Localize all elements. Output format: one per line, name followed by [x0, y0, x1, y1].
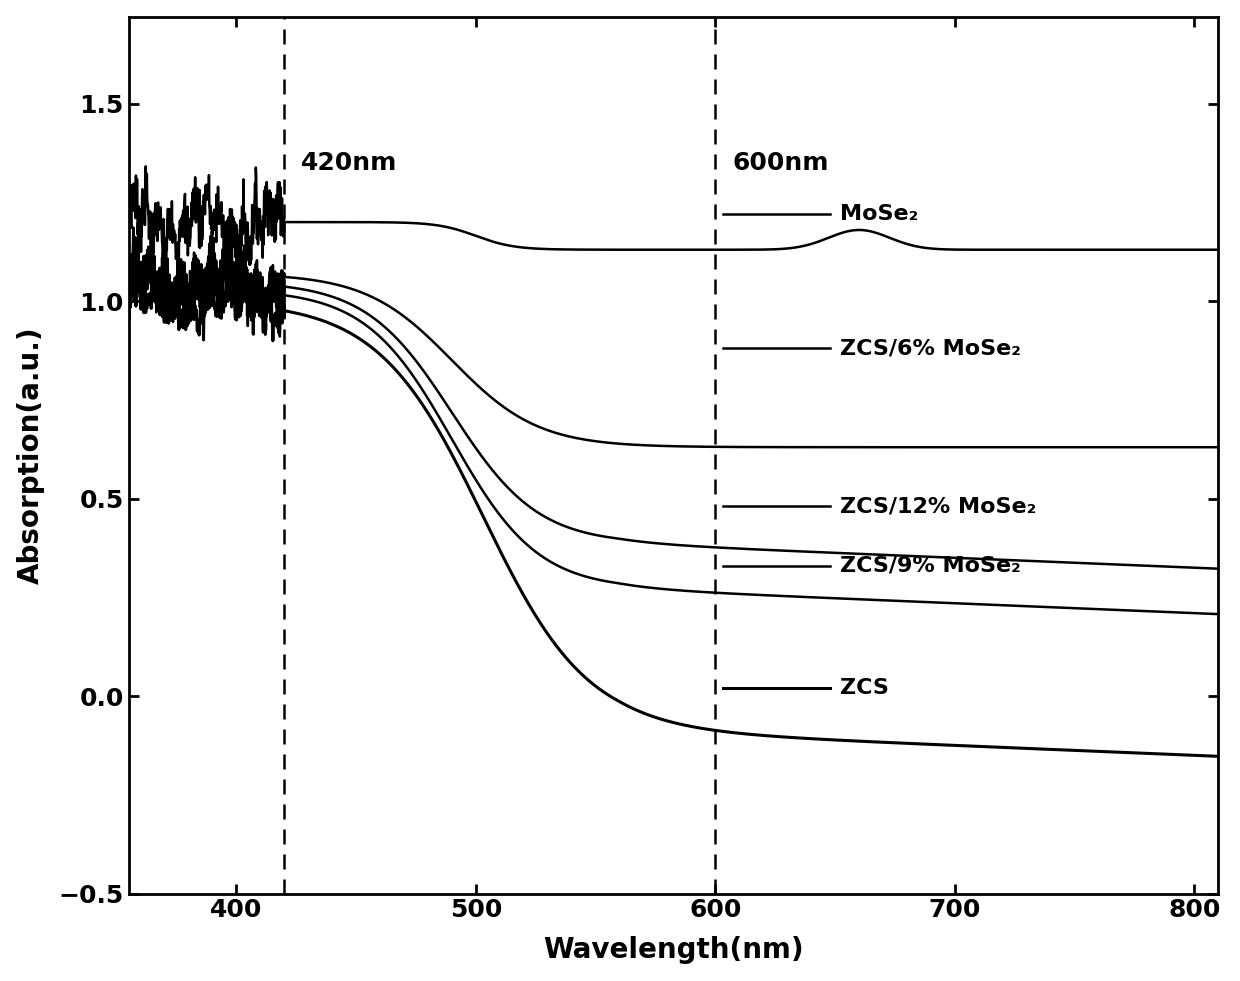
- Text: ZCS/6% MoSe₂: ZCS/6% MoSe₂: [839, 338, 1021, 358]
- Text: ZCS/12% MoSe₂: ZCS/12% MoSe₂: [839, 496, 1037, 516]
- Y-axis label: Absorption(a.u.): Absorption(a.u.): [16, 327, 45, 584]
- X-axis label: Wavelength(nm): Wavelength(nm): [543, 936, 804, 964]
- Text: ZCS: ZCS: [839, 678, 889, 698]
- Text: MoSe₂: MoSe₂: [839, 204, 919, 225]
- Text: 420nm: 420nm: [301, 151, 398, 175]
- Text: 600nm: 600nm: [732, 151, 828, 175]
- Text: ZCS/9% MoSe₂: ZCS/9% MoSe₂: [839, 555, 1021, 576]
